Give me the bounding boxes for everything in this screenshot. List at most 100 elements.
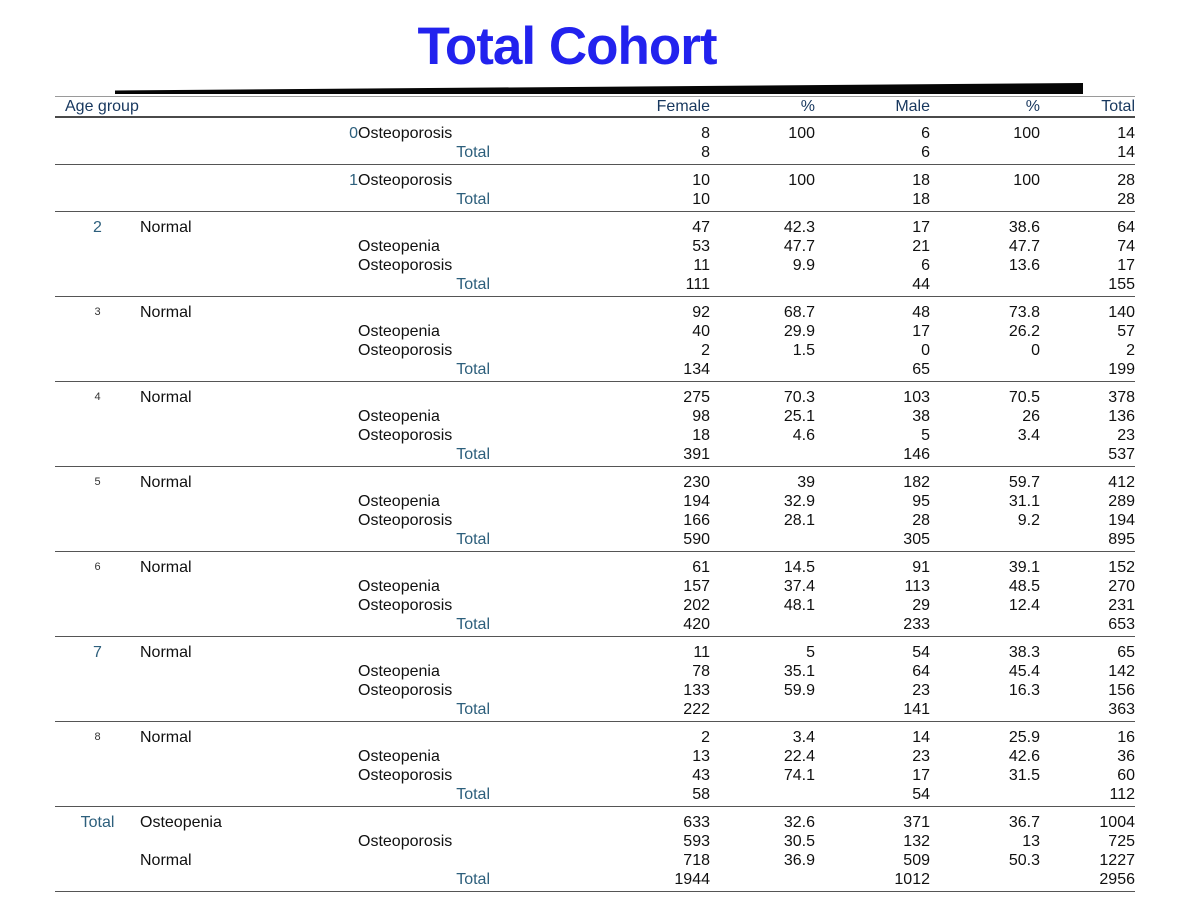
age-cell xyxy=(55,360,140,382)
mid-age-cell xyxy=(260,681,358,700)
mid-age-cell xyxy=(260,851,358,870)
category-cell xyxy=(358,721,492,747)
table-row: Osteopenia 98 25.1 38 26 136 xyxy=(55,407,1135,426)
female-pct-cell xyxy=(710,530,815,552)
age-cell xyxy=(55,275,140,297)
header-age-group: Age group xyxy=(55,96,140,118)
female-cell: 53 xyxy=(692,238,710,255)
female-pct-cell: 48.1 xyxy=(783,597,815,614)
female-cell: 230 xyxy=(492,466,710,492)
category-cell: Total xyxy=(456,531,490,548)
mid-age-cell xyxy=(260,721,358,747)
table-row: Total 1944 1012 2956 xyxy=(55,870,1135,892)
female-cell: 166 xyxy=(683,512,710,529)
category-cell: Total xyxy=(456,786,490,803)
female-pct-cell: 22.4 xyxy=(783,748,815,765)
table-row: 0 Osteoporosis 8 100 6 100 14 xyxy=(55,116,1135,143)
table-row: Osteopenia 53 47.7 21 47.7 74 xyxy=(55,237,1135,256)
mid-age-cell xyxy=(260,870,358,892)
total-cell: 57 xyxy=(1117,323,1135,340)
female-pct-cell: 25.1 xyxy=(783,408,815,425)
male-cell: 146 xyxy=(903,446,930,463)
category-cell: Total xyxy=(456,191,490,208)
group-label-cell xyxy=(140,832,260,851)
age-cell xyxy=(55,322,140,341)
age-cell xyxy=(55,164,140,190)
male-pct-cell: 31.1 xyxy=(1008,493,1040,510)
male-pct-cell: 70.5 xyxy=(930,381,1040,407)
female-pct-cell: 5 xyxy=(710,636,815,662)
table-row: Total Osteopenia 633 32.6 371 36.7 1004 xyxy=(55,806,1135,832)
age-cell: 2 xyxy=(55,211,140,237)
male-cell: 6 xyxy=(921,257,930,274)
table-row: Total 134 65 199 xyxy=(55,360,1135,382)
table-row: Osteoporosis 18 4.6 5 3.4 23 xyxy=(55,426,1135,445)
group-label-cell xyxy=(140,700,260,722)
table-row: Osteopenia 194 32.9 95 31.1 289 xyxy=(55,492,1135,511)
female-cell: 98 xyxy=(692,408,710,425)
header-male-pct: % xyxy=(930,96,1040,118)
female-cell: 58 xyxy=(692,786,710,803)
age-cell xyxy=(55,143,140,165)
female-pct-cell: 32.6 xyxy=(710,806,815,832)
group-label-cell xyxy=(140,164,260,190)
total-cell: 28 xyxy=(1117,191,1135,208)
female-cell: 633 xyxy=(492,806,710,832)
male-pct-cell: 16.3 xyxy=(1008,682,1040,699)
male-cell: 233 xyxy=(903,616,930,633)
male-pct-cell xyxy=(930,700,1040,722)
mid-age-cell xyxy=(260,322,358,341)
male-pct-cell: 9.2 xyxy=(1017,512,1040,529)
table-row: Osteoporosis 166 28.1 28 9.2 194 xyxy=(55,511,1135,530)
group-label-cell xyxy=(140,681,260,700)
male-cell: 305 xyxy=(903,531,930,548)
category-cell xyxy=(358,551,492,577)
group-label-cell xyxy=(140,492,260,511)
group-label-cell xyxy=(140,511,260,530)
male-pct-cell: 31.5 xyxy=(1008,767,1040,784)
total-cell: 36 xyxy=(1117,748,1135,765)
age-cell xyxy=(55,851,140,870)
male-cell: 23 xyxy=(912,748,930,765)
mid-age-cell xyxy=(260,511,358,530)
age-cell: 3 xyxy=(55,296,140,322)
female-pct-cell: 35.1 xyxy=(783,663,815,680)
female-pct-cell: 42.3 xyxy=(710,211,815,237)
total-cell: 199 xyxy=(1108,361,1135,378)
group-label-cell xyxy=(140,275,260,297)
age-cell xyxy=(55,662,140,681)
group-label-cell xyxy=(140,747,260,766)
group-label-cell: Normal xyxy=(140,466,260,492)
group-label-cell xyxy=(140,596,260,615)
female-cell: 11 xyxy=(693,257,710,274)
total-cell: 1004 xyxy=(1040,806,1135,832)
male-cell: 6 xyxy=(815,116,930,143)
group-label-cell xyxy=(140,190,260,212)
table-row: 7 Normal 11 5 54 38.3 65 xyxy=(55,636,1135,662)
male-pct-cell: 42.6 xyxy=(1008,748,1040,765)
female-pct-cell: 74.1 xyxy=(783,767,815,784)
female-cell: 111 xyxy=(685,276,710,293)
male-cell: 44 xyxy=(912,276,930,293)
mid-age-cell xyxy=(260,492,358,511)
male-pct-cell: 25.9 xyxy=(930,721,1040,747)
male-cell: 54 xyxy=(912,786,930,803)
table-row: Osteoporosis 593 30.5 132 13 725 xyxy=(55,832,1135,851)
table-header-row: Age group Female % Male % Total xyxy=(55,96,1135,118)
male-pct-cell xyxy=(930,615,1040,637)
male-cell: 5 xyxy=(921,427,930,444)
male-cell: 48 xyxy=(815,296,930,322)
total-cell: 231 xyxy=(1108,597,1135,614)
male-cell: 54 xyxy=(815,636,930,662)
male-cell: 18 xyxy=(912,191,930,208)
total-cell: 14 xyxy=(1117,144,1135,161)
male-pct-cell: 73.8 xyxy=(930,296,1040,322)
age-cell xyxy=(55,407,140,426)
category-cell: Total xyxy=(456,276,490,293)
table-row: Total 391 146 537 xyxy=(55,445,1135,467)
female-cell: 1944 xyxy=(492,870,710,892)
female-pct-cell: 32.9 xyxy=(783,493,815,510)
category-cell: Osteoporosis xyxy=(358,257,453,274)
male-pct-cell: 50.3 xyxy=(1008,852,1040,869)
total-cell: 140 xyxy=(1040,296,1135,322)
